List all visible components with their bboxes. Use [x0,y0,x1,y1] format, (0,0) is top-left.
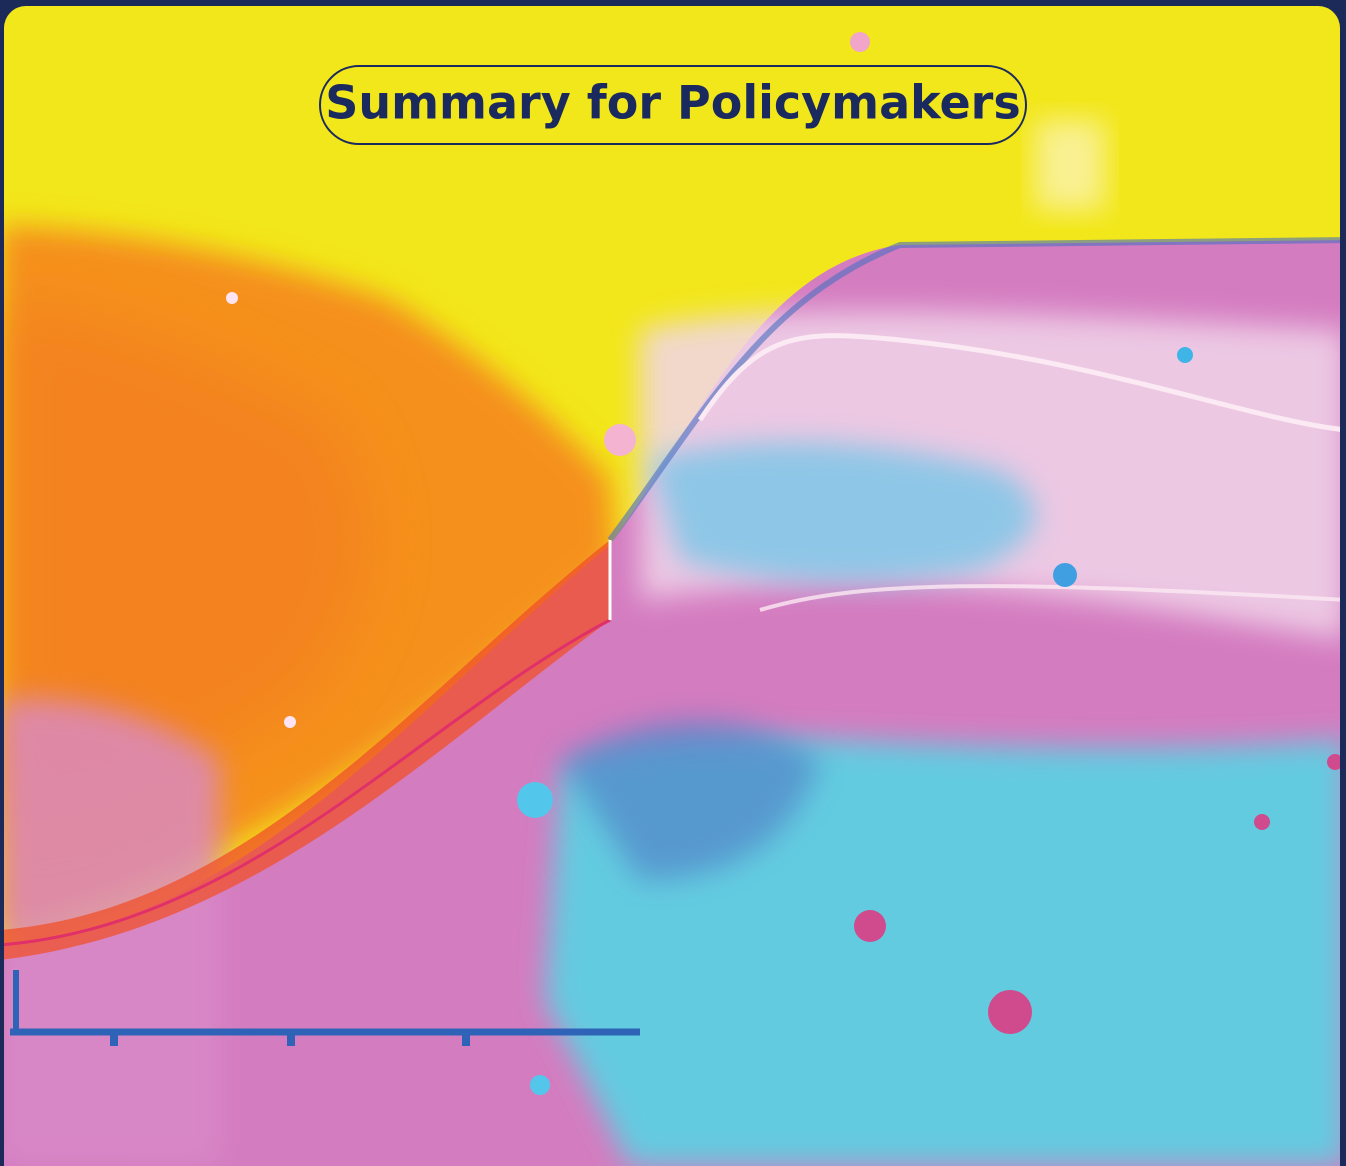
speck [604,424,636,456]
upper-edge [607,237,1340,542]
speck [1327,754,1340,770]
orange-core [4,300,369,820]
speck [1254,814,1270,830]
speck [988,990,1032,1034]
white-patch [1035,120,1105,210]
white-curve-lower [759,584,1340,612]
speck [226,292,238,304]
title: Summary for Policymakers [325,76,1020,130]
axis-tick [287,1032,295,1046]
axis-tick [462,1032,470,1046]
red-line [4,618,611,947]
speck [1177,347,1193,363]
speck [854,910,886,942]
speck [517,782,553,818]
speck [530,1075,550,1095]
speck [284,716,296,728]
white-curve-upper [697,333,1340,433]
blue-cloud [650,442,1036,583]
axis-tick [110,1032,118,1046]
speckles [226,32,1340,1095]
title-pill [319,65,1027,145]
speck [1053,563,1077,587]
blue-haze [560,720,820,880]
speck [850,32,870,52]
